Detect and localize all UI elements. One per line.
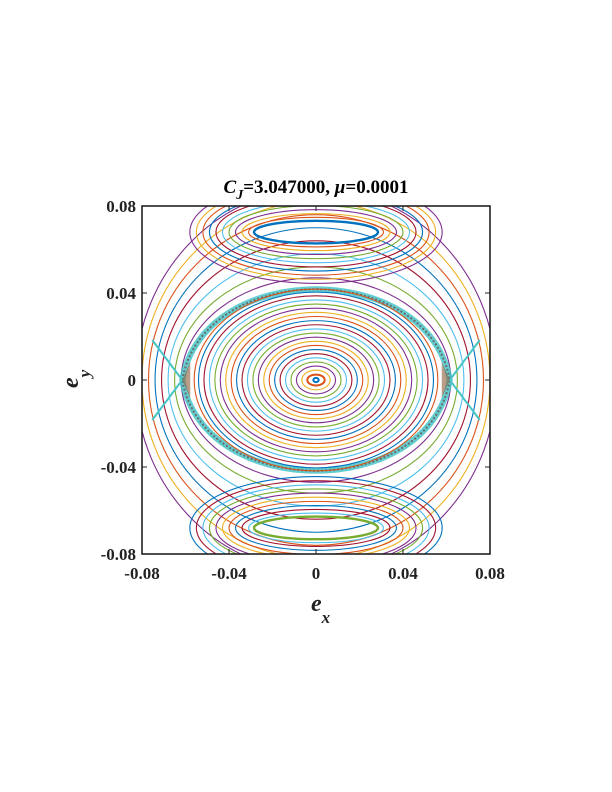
hyperbolic-point-fill — [182, 362, 191, 398]
title-cj-subscript: J — [235, 188, 244, 203]
central-orbit — [263, 340, 369, 420]
resonance-orbit — [248, 216, 384, 248]
y-tick-label: 0.04 — [106, 284, 136, 303]
central-orbit — [219, 307, 413, 453]
central-orbit — [203, 295, 429, 465]
y-tick-label: 0 — [128, 371, 137, 390]
resonance-orbit — [241, 213, 391, 252]
resonance-orbit — [221, 206, 411, 264]
central-orbit — [306, 373, 326, 387]
hyperbolic-point-fill — [441, 362, 450, 398]
central-orbit — [208, 299, 424, 461]
central-orbit — [279, 353, 353, 407]
central-orbit — [252, 332, 380, 428]
manifold-branch — [448, 379, 481, 421]
title-cj-value: =3.047000, — [243, 177, 335, 198]
manifold-branch — [151, 379, 184, 421]
central-orbit — [301, 369, 331, 391]
resonance-orbit — [221, 496, 411, 554]
central-orbit — [214, 303, 418, 457]
outer-orbit — [154, 227, 478, 533]
central-orbit — [193, 288, 439, 472]
resonance-orbit — [195, 206, 437, 280]
resonance-orbit — [202, 484, 430, 554]
plot-background — [142, 206, 490, 554]
resonance-orbit — [248, 512, 384, 544]
x-tick-label: 0 — [312, 564, 321, 583]
orbit-layer — [142, 206, 490, 554]
y-axis-subscript: y — [75, 369, 94, 379]
resonance-orbit — [215, 206, 417, 268]
central-orbit — [284, 357, 347, 403]
y-tick-label: 0.08 — [106, 197, 136, 216]
x-tick-label: 0.04 — [388, 564, 418, 583]
outer-orbit — [161, 240, 471, 520]
x-axis-symbol: e — [311, 591, 322, 617]
central-orbit — [236, 320, 396, 440]
x-tick-label: -0.04 — [211, 564, 247, 583]
outer-orbit — [167, 253, 465, 507]
x-tick-label: 0.08 — [475, 564, 505, 583]
outer-orbit — [147, 214, 485, 546]
x-axis-subscript: x — [321, 608, 331, 627]
central-orbit — [198, 291, 434, 469]
central-orbit — [230, 315, 402, 445]
resonance-orbit — [202, 206, 430, 276]
central-orbit — [312, 376, 320, 384]
y-axis-symbol: e — [58, 377, 84, 388]
y-tick-label: -0.04 — [101, 458, 137, 477]
central-orbit — [274, 348, 358, 411]
x-tick-label: -0.08 — [124, 564, 159, 583]
resonance-orbit — [189, 206, 443, 284]
resonance-orbit — [252, 219, 380, 245]
manifold-branch — [448, 339, 481, 381]
resonance-orbit — [208, 206, 424, 272]
resonance-orbit — [252, 515, 380, 541]
central-orbit — [257, 336, 375, 424]
y-axis-ticks: 0.08 0.04 0 -0.04 -0.08 — [101, 197, 490, 564]
resonance-orbit — [241, 508, 391, 547]
chart-title: CJ=3.047000, μ=0.0001 — [224, 177, 409, 203]
resonance-orbit — [228, 206, 404, 260]
y-tick-label: -0.08 — [101, 545, 136, 564]
central-orbit — [225, 311, 407, 449]
x-axis-label: ex — [311, 591, 331, 627]
resonance-orbit — [189, 476, 443, 554]
title-mu-value: =0.0001 — [345, 177, 408, 198]
resonance-orbit — [228, 500, 404, 554]
resonance-orbit — [195, 480, 437, 554]
resonance-orbit — [208, 488, 424, 554]
central-orbit — [290, 361, 342, 399]
resonance-orbit — [215, 492, 417, 554]
y-axis-label: ey — [58, 369, 94, 388]
x-axis-ticks: -0.08 -0.04 0 0.04 0.08 — [124, 206, 505, 583]
central-orbit — [241, 324, 391, 436]
chaotic-layer — [181, 288, 451, 472]
central-orbit — [295, 365, 337, 395]
title-mu-symbol: μ — [334, 177, 346, 198]
central-orbit — [246, 328, 386, 432]
svg-text:ey: ey — [58, 369, 94, 388]
manifold-branch — [151, 339, 184, 381]
central-orbit — [268, 344, 364, 416]
title-cj-symbol: C — [224, 177, 237, 198]
